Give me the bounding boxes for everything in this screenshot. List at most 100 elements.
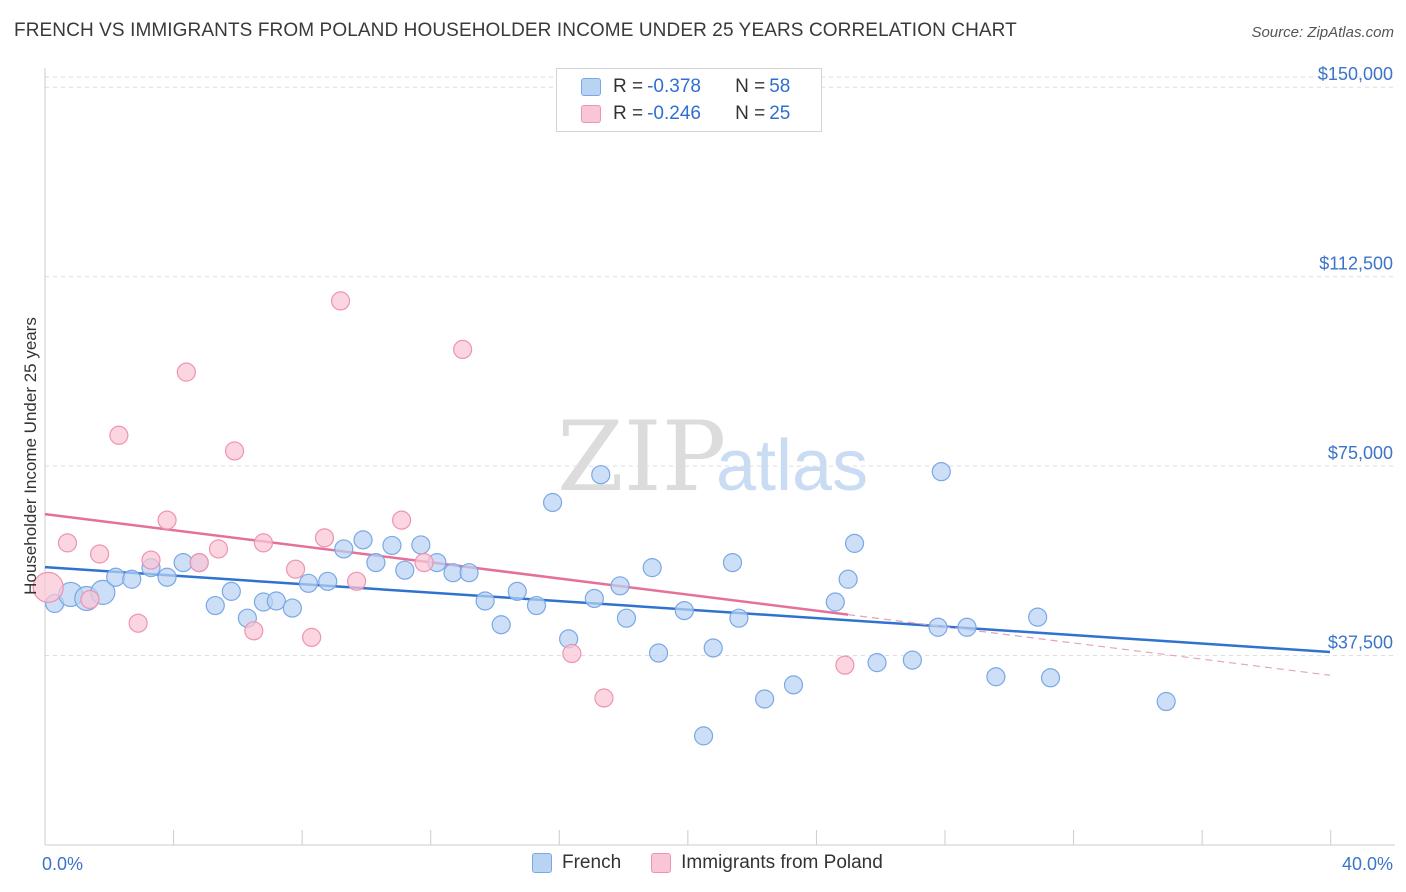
x-tick-label: 0.0% bbox=[42, 854, 83, 874]
legend-item-poland: Immigrants from Poland bbox=[651, 852, 883, 874]
legend-row-poland: R = -0.246 N = 25 bbox=[581, 102, 790, 126]
tick-labels: $37,500 $75,000 $112,500 $150,000 0.0% 40.0% bbox=[42, 64, 1393, 874]
point-french bbox=[443, 563, 463, 583]
point-french bbox=[825, 592, 845, 612]
point-poland bbox=[90, 544, 110, 564]
point-french bbox=[1156, 691, 1176, 712]
point-french bbox=[475, 591, 495, 611]
point-poland bbox=[347, 571, 367, 591]
point-french bbox=[507, 581, 527, 601]
point-poland bbox=[835, 655, 855, 675]
point-french bbox=[674, 600, 694, 621]
point-french bbox=[542, 492, 563, 513]
point-french bbox=[411, 535, 431, 555]
point-french bbox=[353, 530, 373, 550]
point-french bbox=[584, 588, 604, 609]
point-french bbox=[754, 689, 775, 709]
point-french bbox=[173, 552, 193, 573]
point-french bbox=[610, 576, 630, 596]
point-poland bbox=[562, 643, 582, 664]
source-label: Source: ZipAtlas.com bbox=[1251, 24, 1394, 41]
point-poland bbox=[391, 510, 412, 530]
point-poland bbox=[314, 528, 335, 548]
point-poland bbox=[109, 425, 129, 445]
legend-bottom: French Immigrants from Poland bbox=[532, 852, 913, 874]
point-poland bbox=[208, 539, 229, 559]
legend-item-french: French bbox=[532, 852, 621, 874]
legend-r-value: -0.246 bbox=[647, 103, 701, 124]
point-french bbox=[366, 552, 386, 573]
point-french bbox=[526, 595, 547, 616]
point-french bbox=[931, 462, 951, 482]
point-poland bbox=[302, 627, 322, 647]
legend-swatch-french bbox=[532, 853, 552, 873]
point-french bbox=[693, 726, 714, 746]
legend-swatch-poland bbox=[581, 105, 601, 123]
point-french bbox=[122, 569, 142, 589]
point-french bbox=[957, 617, 977, 637]
point-french bbox=[867, 653, 887, 673]
y-axis-label: Householder Income Under 25 years bbox=[21, 317, 40, 595]
point-poland bbox=[594, 688, 614, 708]
legend-row-french: R = -0.378 N = 58 bbox=[581, 75, 790, 99]
point-poland bbox=[330, 291, 351, 311]
point-french bbox=[157, 567, 177, 587]
legend-label-french: French bbox=[562, 852, 622, 873]
legend-label-poland: Immigrants from Poland bbox=[681, 852, 883, 873]
y-tick-label: $150,000 bbox=[1318, 64, 1393, 84]
point-french bbox=[266, 591, 286, 611]
trend-line-poland bbox=[44, 512, 849, 616]
point-poland bbox=[224, 441, 245, 461]
point-french bbox=[298, 573, 319, 593]
point-french bbox=[334, 539, 354, 559]
point-french bbox=[844, 533, 865, 553]
point-french bbox=[986, 667, 1006, 687]
watermark-atlas: atlas bbox=[716, 426, 868, 506]
grid-lines bbox=[45, 76, 1395, 657]
point-french bbox=[729, 608, 749, 628]
point-french bbox=[395, 560, 415, 580]
point-french bbox=[491, 615, 511, 635]
data-points bbox=[32, 291, 1176, 746]
legend-top: R = -0.378 N = 58 R = -0.246 N = 25 bbox=[556, 68, 822, 132]
point-french bbox=[1040, 668, 1061, 688]
y-tick-label: $37,500 bbox=[1328, 633, 1393, 653]
point-french bbox=[282, 598, 302, 618]
watermark: ZIP atlas bbox=[557, 401, 868, 513]
y-tick-label: $112,500 bbox=[1319, 254, 1393, 274]
chart-title: FRENCH VS IMMIGRANTS FROM POLAND HOUSEHO… bbox=[14, 20, 1017, 41]
legend-n-value: 25 bbox=[769, 103, 791, 124]
legend-n-value: 58 bbox=[769, 76, 791, 97]
x-tick-label: 40.0% bbox=[1342, 854, 1393, 874]
watermark-zip: ZIP bbox=[557, 401, 726, 513]
point-french bbox=[902, 650, 922, 670]
point-french bbox=[459, 563, 479, 583]
point-poland bbox=[414, 552, 434, 573]
point-poland bbox=[157, 510, 177, 530]
y-tick-label: $75,000 bbox=[1328, 443, 1393, 463]
point-french bbox=[106, 567, 126, 587]
point-french bbox=[722, 552, 743, 573]
legend-n-label: N = bbox=[735, 103, 766, 124]
trend-line-extension bbox=[848, 614, 1331, 676]
point-french bbox=[1028, 607, 1048, 627]
point-french bbox=[221, 581, 241, 601]
point-french bbox=[648, 643, 669, 663]
point-french bbox=[205, 595, 225, 616]
legend-r-label: R = bbox=[613, 76, 644, 97]
legend-swatch-poland bbox=[651, 853, 672, 873]
point-poland bbox=[285, 559, 306, 579]
axes bbox=[44, 68, 1395, 846]
point-french bbox=[616, 608, 637, 628]
point-french bbox=[318, 571, 338, 591]
legend-r-value: -0.378 bbox=[647, 76, 701, 97]
point-poland bbox=[253, 533, 274, 553]
point-french bbox=[838, 569, 858, 589]
point-poland bbox=[57, 533, 78, 553]
point-french bbox=[783, 675, 804, 695]
point-poland bbox=[80, 589, 100, 610]
point-poland bbox=[176, 362, 196, 382]
legend-swatch-french bbox=[581, 78, 601, 96]
point-french bbox=[703, 638, 723, 658]
